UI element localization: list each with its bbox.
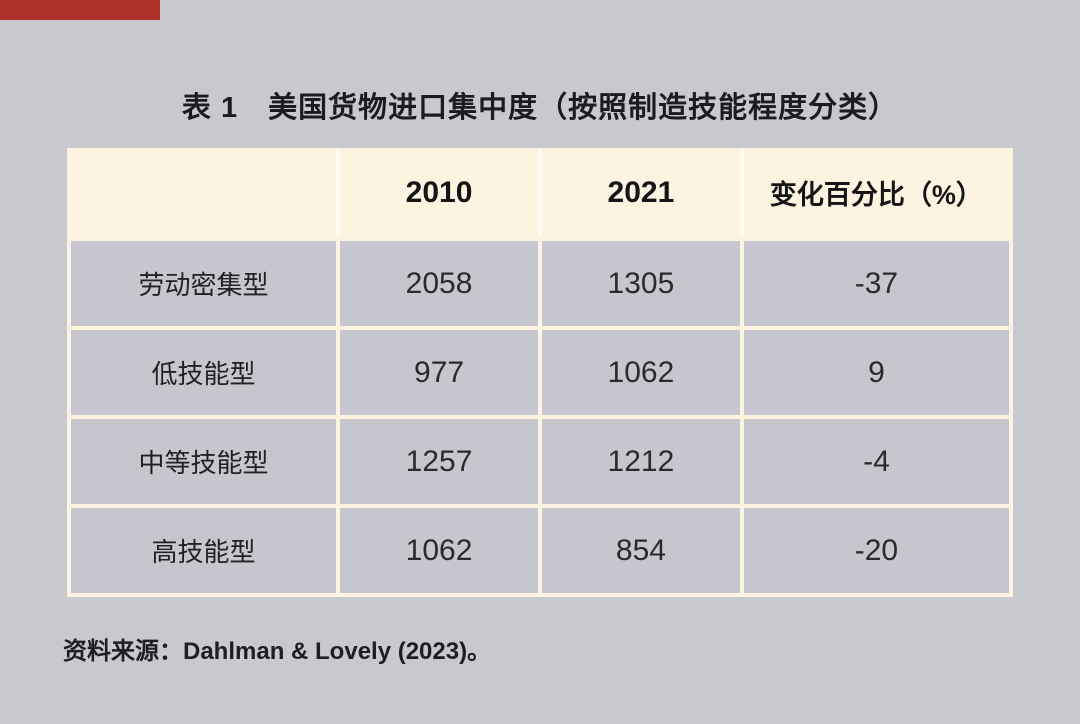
source-note: 资料来源：Dahlman & Lovely (2023)。: [63, 638, 492, 665]
cell-change: -37: [743, 241, 1009, 326]
row-label: 劳动密集型: [71, 241, 337, 326]
column-header-empty: [71, 148, 337, 237]
column-header-change: 变化百分比（%）: [743, 148, 1009, 237]
cell-2010: 1062: [340, 508, 538, 593]
cell-2021: 1305: [541, 241, 740, 326]
column-header-2021: 2021: [541, 148, 740, 237]
accent-bar: [0, 0, 160, 20]
row-label: 低技能型: [71, 330, 337, 415]
data-table: 2010 2021 变化百分比（%） 劳动密集型 2058 1305 -37 低…: [67, 148, 1013, 597]
cell-2021: 854: [541, 508, 740, 593]
column-header-2010: 2010: [340, 148, 538, 237]
cell-change: -20: [743, 508, 1009, 593]
row-label: 高技能型: [71, 508, 337, 593]
row-label: 中等技能型: [71, 419, 337, 504]
cell-2021: 1212: [541, 419, 740, 504]
cell-change: 9: [743, 330, 1009, 415]
cell-2010: 977: [340, 330, 538, 415]
table-title: 表 1 美国货物进口集中度（按照制造技能程度分类）: [181, 92, 899, 124]
table-grid: 2010 2021 变化百分比（%） 劳动密集型 2058 1305 -37 低…: [71, 148, 1009, 593]
cell-2010: 2058: [340, 241, 538, 326]
cell-change: -4: [743, 419, 1009, 504]
cell-2021: 1062: [541, 330, 740, 415]
cell-2010: 1257: [340, 419, 538, 504]
